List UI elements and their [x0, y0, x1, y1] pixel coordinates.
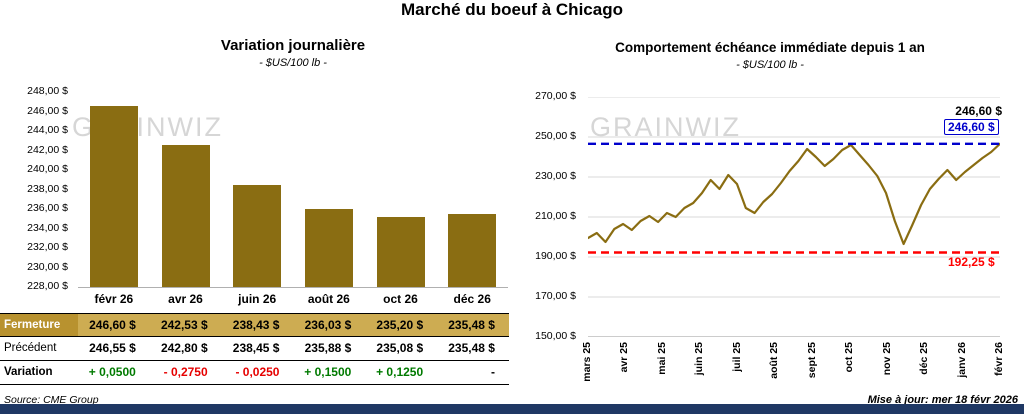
line-plot: [588, 97, 1000, 337]
line-x-tick-label: oct 25: [843, 342, 856, 373]
line-x-tick-label: juin 25: [693, 342, 706, 376]
bar-x-category-label: oct 26: [383, 292, 418, 306]
bar: [89, 105, 138, 287]
table-cell: + 0,1250: [376, 365, 424, 379]
bar: [304, 208, 353, 287]
line-y-tick-label: 250,00 $: [535, 130, 576, 142]
bar-y-tick-label: 238,00 $: [27, 182, 68, 195]
line-x-tick-label: mars 25: [581, 342, 593, 382]
table-cell: 242,80 $: [160, 341, 208, 355]
line-y-tick-label: 270,00 $: [535, 90, 576, 102]
row-label-variation: Variation: [4, 366, 53, 378]
bar-y-tick-label: 240,00 $: [27, 163, 68, 175]
row-label-precedent: Précédent: [4, 342, 57, 354]
table-cell: -: [490, 365, 495, 379]
bar: [448, 214, 497, 287]
table-cell: 235,20 $: [376, 318, 424, 332]
bar-y-tick-label: 230,00 $: [27, 260, 68, 273]
table-cell: 238,43 $: [232, 318, 280, 332]
price-line: [588, 142, 1000, 246]
bar-y-tick-label: 228,00 $: [27, 280, 68, 292]
bar: [161, 145, 210, 287]
line-y-tick-label: 170,00 $: [535, 290, 576, 302]
line-x-tick-label: avr 25: [618, 342, 631, 373]
line-x-tick-label: janv 26: [955, 342, 968, 378]
bar-x-axis: févr 26 avr 26 juin 26 août 26 oct 26 déc 26: [78, 292, 508, 306]
line-x-tick-label: mai 25: [655, 342, 668, 375]
table-cell: 235,48 $: [448, 318, 495, 332]
gridlines: [588, 97, 1000, 337]
table-cell: + 0,1500: [304, 365, 352, 379]
last-price-label: 246,60 $: [955, 104, 1002, 118]
bar-x-category-label: août 26: [307, 292, 350, 306]
bar-y-tick-label: 234,00 $: [27, 221, 68, 234]
ref-low-label: 192,25 $: [948, 255, 995, 269]
table-cell: - 0,2750: [163, 365, 208, 379]
bar-y-tick-label: 246,00 $: [27, 104, 68, 117]
bar-column: [221, 92, 293, 287]
line-y-tick-label: 150,00 $: [535, 330, 576, 342]
bar-y-axis: 248,00 $ 246,00 $ 244,00 $ 242,00 $ 240,00 $…: [0, 85, 74, 292]
left-chart-subtitle: - $US/100 lb -: [259, 57, 327, 69]
bar-column: [365, 92, 437, 287]
line-x-tick-label: août 25: [768, 342, 781, 379]
bar-x-category-label: avr 26: [168, 292, 203, 306]
right-chart-title: Comportement échéance immédiate depuis 1…: [615, 40, 925, 55]
source-note: Source: CME Group: [4, 394, 99, 406]
line-y-tick-label: 190,00 $: [535, 250, 576, 262]
line-x-tick-label: nov 25: [880, 342, 893, 376]
bar-y-tick-label: 232,00 $: [27, 241, 68, 253]
line-x-tick-label: déc 25: [918, 342, 931, 375]
bar-x-category-label: juin 26: [238, 292, 277, 306]
table-cell: 236,03 $: [304, 318, 352, 332]
table-cell: 246,60 $: [89, 318, 136, 332]
bar-column: [293, 92, 365, 287]
table-cell: + 0,0500: [88, 365, 136, 379]
bar-y-tick-label: 244,00 $: [27, 124, 68, 136]
table-row-precedent: Précédent 246,55 $ 242,80 $ 238,45 $ 235,88 …: [0, 337, 509, 361]
line-x-tick-label: sept 25: [805, 342, 818, 379]
bottom-bar: [0, 404, 1024, 414]
ref-high-label: 246,60 $: [944, 119, 999, 135]
bar-x-category-label: févr 26: [94, 292, 134, 306]
line-y-tick-label: 210,00 $: [535, 210, 576, 222]
bar-plot: [78, 92, 508, 288]
table-cell: 235,88 $: [304, 341, 352, 355]
table-row-fermeture: Fermeture 246,60 $ 242,53 $ 238,43 $ 236,03 …: [0, 313, 509, 337]
line-y-axis: 270,00 $ 250,00 $ 230,00 $ 210,00 $ 190,00 $…: [514, 90, 582, 342]
bar: [376, 216, 425, 287]
line-x-tick-label: févr 26: [993, 342, 1005, 376]
table-cell: 242,53 $: [160, 318, 208, 332]
table-cell: 235,08 $: [376, 341, 424, 355]
page-title: Marché du boeuf à Chicago: [401, 0, 623, 19]
bar-x-category-label: déc 26: [453, 292, 491, 306]
row-label-fermeture: Fermeture: [0, 314, 78, 336]
bar-y-tick-label: 242,00 $: [27, 143, 68, 156]
bar-y-tick-label: 248,00 $: [27, 85, 68, 97]
table-cell: 238,45 $: [232, 341, 280, 355]
bar-column: [150, 92, 222, 287]
table-row-variation: Variation + 0,0500 - 0,2750 - 0,0250 + 0,150…: [0, 361, 509, 385]
bar: [233, 185, 282, 287]
line-y-tick-label: 230,00 $: [535, 170, 576, 182]
table-cell: 235,48 $: [448, 341, 495, 355]
right-chart-subtitle: - $US/100 lb -: [736, 59, 804, 71]
left-chart-title: Variation journalière: [220, 37, 366, 54]
bar-column: [78, 92, 150, 287]
bar-column: [436, 92, 508, 287]
update-note: Mise à jour: mer 18 févr 2026: [867, 394, 1018, 406]
line-x-tick-label: juil 25: [730, 342, 743, 372]
line-x-axis: mars 25 avr 25 mai 25 juin 25 juil 25 août 25…: [581, 342, 1005, 392]
price-table: Fermeture 246,60 $ 242,53 $ 238,43 $ 236,03 …: [0, 313, 509, 385]
bar-y-tick-label: 236,00 $: [27, 202, 68, 214]
table-cell: - 0,0250: [235, 365, 280, 379]
table-cell: 246,55 $: [89, 341, 136, 355]
